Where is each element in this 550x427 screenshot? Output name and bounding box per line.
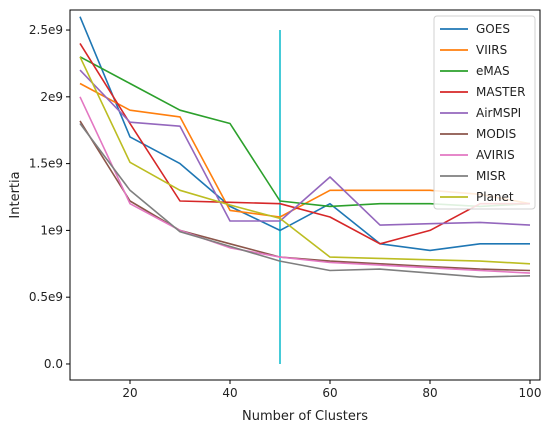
x-axis-ticks: 20 40 60 80 100: [122, 380, 541, 400]
x-tick-label: 80: [422, 386, 437, 400]
y-axis-ticks: 0.0 0.5e9 1e9 1.5e9 2e9 2.5e9: [29, 23, 70, 371]
y-tick-label: 0.5e9: [29, 290, 63, 304]
series-line-goes: [79, 16, 530, 252]
y-tick-label: 1e9: [40, 223, 63, 237]
x-tick-label: 20: [122, 386, 137, 400]
legend-label-modis: MODIS: [476, 127, 516, 141]
legend-label-aviris: AVIRIS: [476, 148, 515, 162]
y-tick-label: 2.5e9: [29, 23, 63, 37]
legend-label-misr: MISR: [476, 169, 506, 183]
legend-label-planet: Planet: [476, 190, 514, 204]
legend-label-goes: GOES: [476, 22, 510, 36]
series-line-planet: [79, 56, 531, 265]
x-tick-label: 100: [519, 386, 542, 400]
legend-label-airmspi: AirMSPI: [476, 106, 521, 120]
x-axis-label: Number of Clusters: [242, 409, 368, 424]
series-line-aviris: [79, 96, 531, 274]
series-line-master: [79, 42, 530, 245]
y-tick-label: 2e9: [40, 90, 63, 104]
y-tick-label: 1.5e9: [29, 157, 63, 171]
plot-area: [79, 16, 531, 364]
plot-frame: [69, 9, 541, 381]
legend-label-emas: eMAS: [476, 64, 510, 78]
legend: GOES VIIRS eMAS MASTER AirMSPI MODIS AVIRIS MIS…: [433, 15, 536, 210]
series-line-airmspi: [79, 69, 531, 226]
x-tick-label: 40: [222, 386, 237, 400]
series-line-misr: [79, 123, 531, 278]
legend-box: [433, 15, 536, 210]
y-tick-label: 0.0: [44, 357, 63, 371]
legend-label-master: MASTER: [476, 85, 525, 99]
x-tick-label: 60: [322, 386, 337, 400]
y-axis-label: Intertia: [8, 171, 23, 218]
legend-label-viirs: VIIRS: [476, 43, 507, 57]
